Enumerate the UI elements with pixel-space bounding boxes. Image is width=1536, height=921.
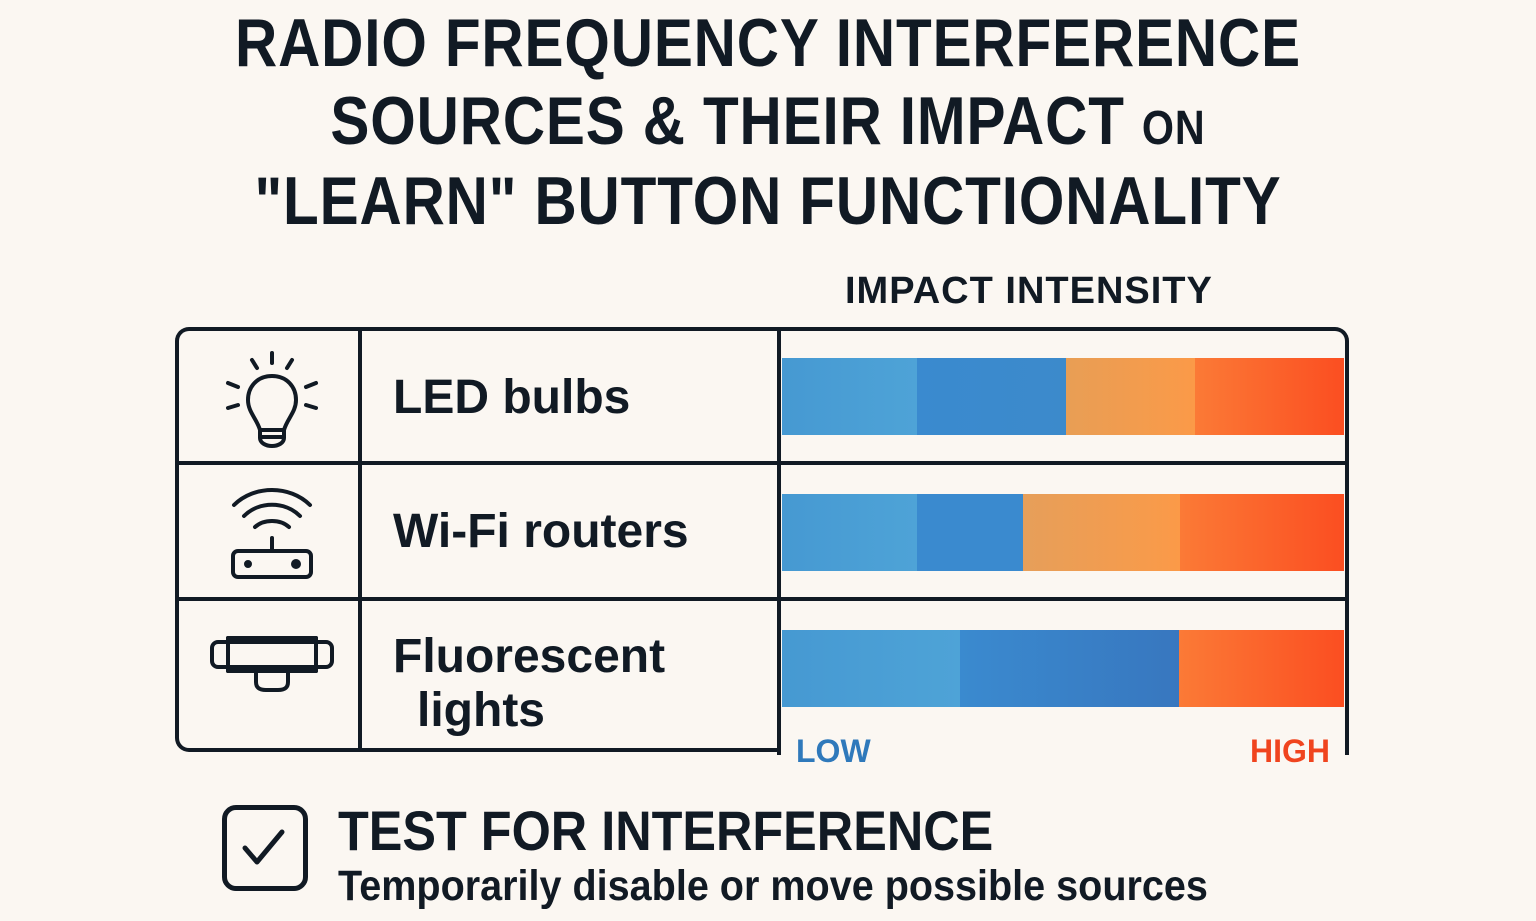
bar-segment-low: [782, 358, 917, 435]
test-subtitle: Temporarily disable or move possible sou…: [338, 862, 1208, 910]
title-line-2-on: ON: [1141, 102, 1206, 155]
legend-high: HIGH: [1250, 733, 1330, 769]
bar-segment-low: [782, 494, 917, 571]
title-line-1: RADIO FREQUENCY INTERFERENCE: [235, 5, 1301, 81]
row-label-led-bulbs: LED bulbs: [393, 371, 631, 424]
wifi-router-icon: [231, 488, 313, 579]
bar-segment-medium-high: [1066, 358, 1195, 435]
bar-segment-low-medium: [917, 494, 1023, 571]
bar-segment-low-medium: [917, 358, 1066, 435]
chart-frame: [777, 327, 1349, 755]
row-label-fluorescent-lights: Fluorescent lights: [393, 630, 666, 737]
row-divider: [175, 597, 1349, 601]
impact-bar-fluorescent-lights: [782, 630, 1344, 707]
bar-segment-low-medium: [960, 630, 1179, 707]
title-line-2: SOURCES & THEIR IMPACT ON: [108, 82, 1429, 168]
bar-segment-high: [1180, 494, 1344, 571]
checkbox-checked-icon: [222, 805, 308, 891]
row-divider: [175, 461, 1349, 465]
bar-segment-high: [1195, 358, 1344, 435]
title-line-3: "LEARN" BUTTON FUNCTIONALITY: [254, 163, 1282, 239]
lightbulb-icon: [226, 351, 318, 448]
title-line-2-main: SOURCES & THEIR IMPACT: [330, 83, 1125, 159]
source-table: [175, 327, 780, 752]
impact-bar-led-bulbs: [782, 358, 1344, 435]
axis-title: IMPACT INTENSITY: [845, 270, 1213, 312]
legend-low: LOW: [796, 733, 871, 769]
bar-segment-high: [1179, 630, 1344, 707]
column-divider: [358, 327, 362, 752]
row-label-wifi-routers: Wi-Fi routers: [393, 505, 689, 558]
test-title: TEST FOR INTERFERENCE: [338, 799, 994, 862]
impact-bar-wifi-routers: [782, 494, 1344, 571]
bar-segment-medium-high: [1023, 494, 1180, 571]
fluorescent-light-icon: [210, 636, 334, 692]
bar-segment-low: [782, 630, 960, 707]
